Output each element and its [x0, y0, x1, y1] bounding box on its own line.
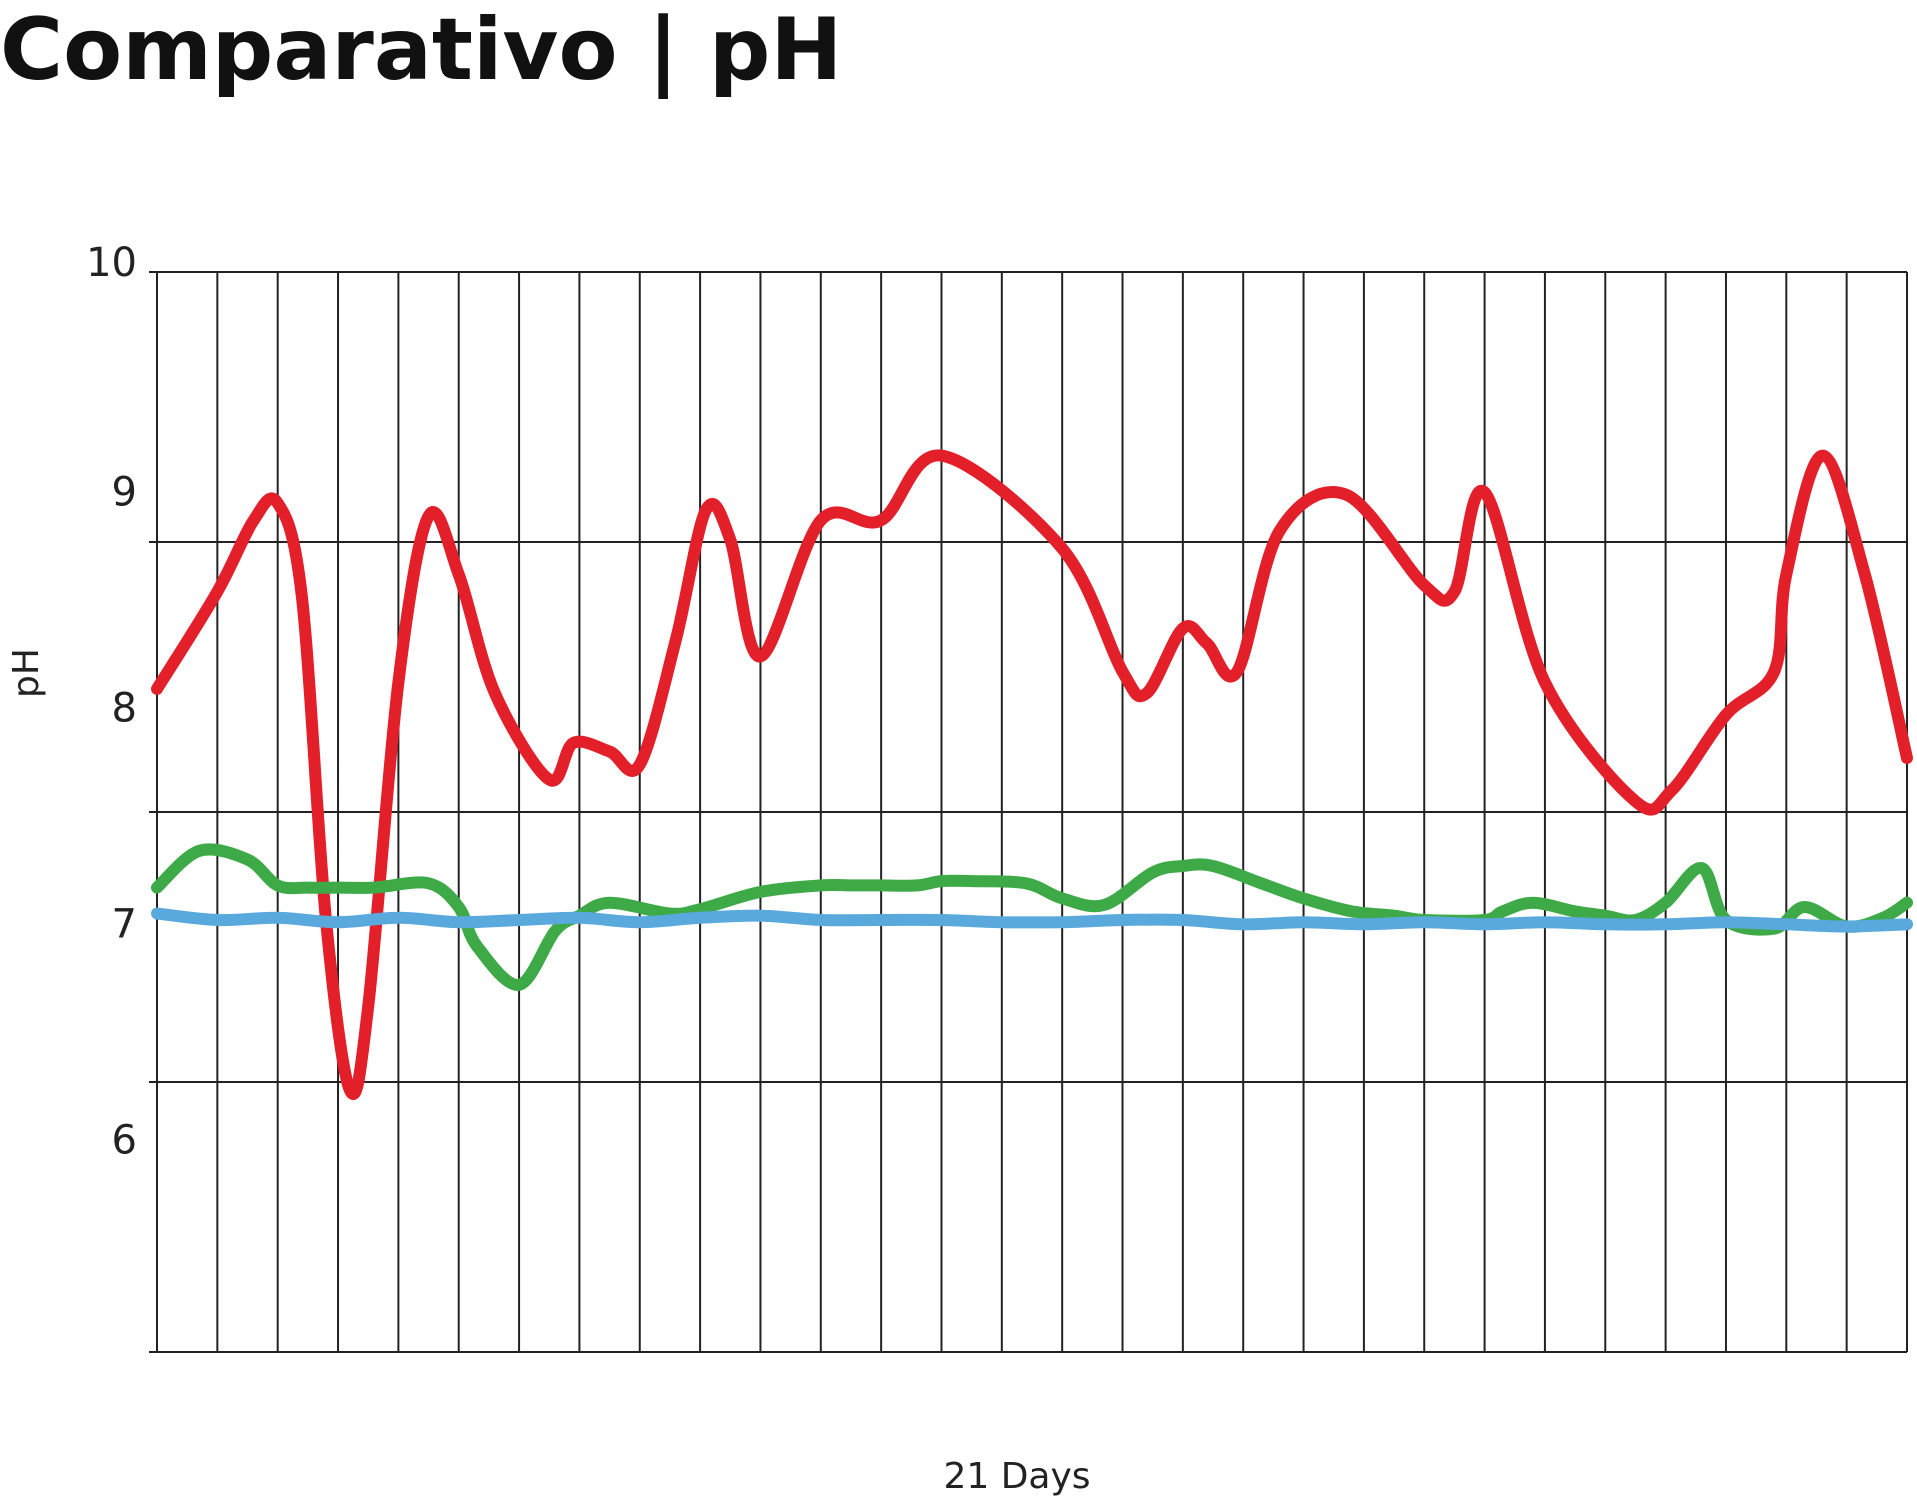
series-line-red: [151, 449, 1913, 1101]
y-tick-label: 6: [112, 1117, 137, 1163]
y-tick-label: 7: [112, 901, 137, 947]
y-tick-label: 9: [112, 469, 137, 515]
horizontal-gridlines: [149, 271, 1907, 1353]
y-tick-label: 10: [86, 240, 137, 286]
x-axis-label: 21 Days: [943, 1456, 1090, 1497]
y-tick-labels: 10 9 8 7 6: [86, 240, 137, 1163]
y-tick-label: 8: [112, 685, 137, 731]
series-line-blue: [151, 907, 1913, 933]
page-title: Comparativo | pH: [0, 0, 843, 100]
y-axis-label: pH: [6, 648, 47, 698]
series-group: [151, 449, 1913, 1101]
